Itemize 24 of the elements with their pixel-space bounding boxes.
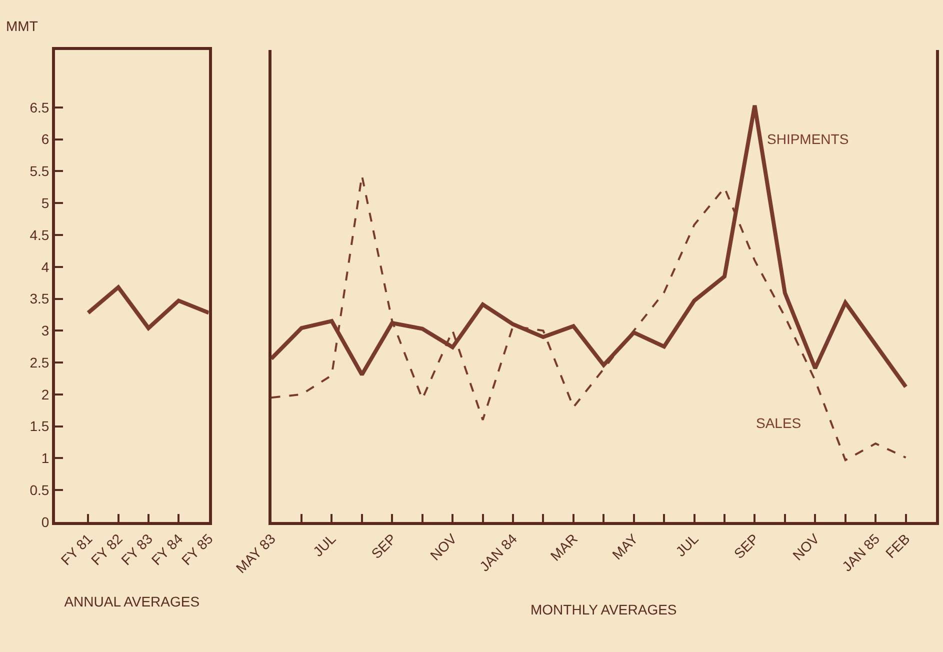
series-label: SHIPMENTS xyxy=(767,131,849,147)
y-tick-label: 5.5 xyxy=(30,163,50,180)
y-tick-label: 1 xyxy=(41,450,50,466)
line-series xyxy=(86,285,209,330)
x-tick-label: JUL xyxy=(310,530,339,560)
y-tick-label: 6.5 xyxy=(30,99,50,116)
x-tick-label: JUL xyxy=(672,530,702,560)
x-axis-title: ANNUAL AVERAGES xyxy=(64,593,200,610)
y-tick-label: 0 xyxy=(41,514,50,530)
y-tick-label: 3.5 xyxy=(30,290,50,307)
y-tick-label: 6 xyxy=(41,131,50,148)
y-tick-label: 1.5 xyxy=(30,418,50,434)
y-tick-label: 0.5 xyxy=(30,482,50,498)
y-axis-title: MMT xyxy=(6,18,38,34)
y-tick-label: 2.5 xyxy=(30,354,50,370)
y-tick-label: 5 xyxy=(41,194,50,211)
y-tick-label: 4 xyxy=(41,258,50,275)
y-tick-label: 2 xyxy=(41,386,50,402)
series-label: SALES xyxy=(756,415,802,431)
y-tick-label: 3 xyxy=(41,322,50,339)
x-tick-label: SEP xyxy=(368,530,400,562)
y-tick-label: 4.5 xyxy=(30,226,50,243)
x-tick-label: SEP xyxy=(730,530,762,562)
x-axis-title: MONTHLY AVERAGES xyxy=(530,601,677,618)
